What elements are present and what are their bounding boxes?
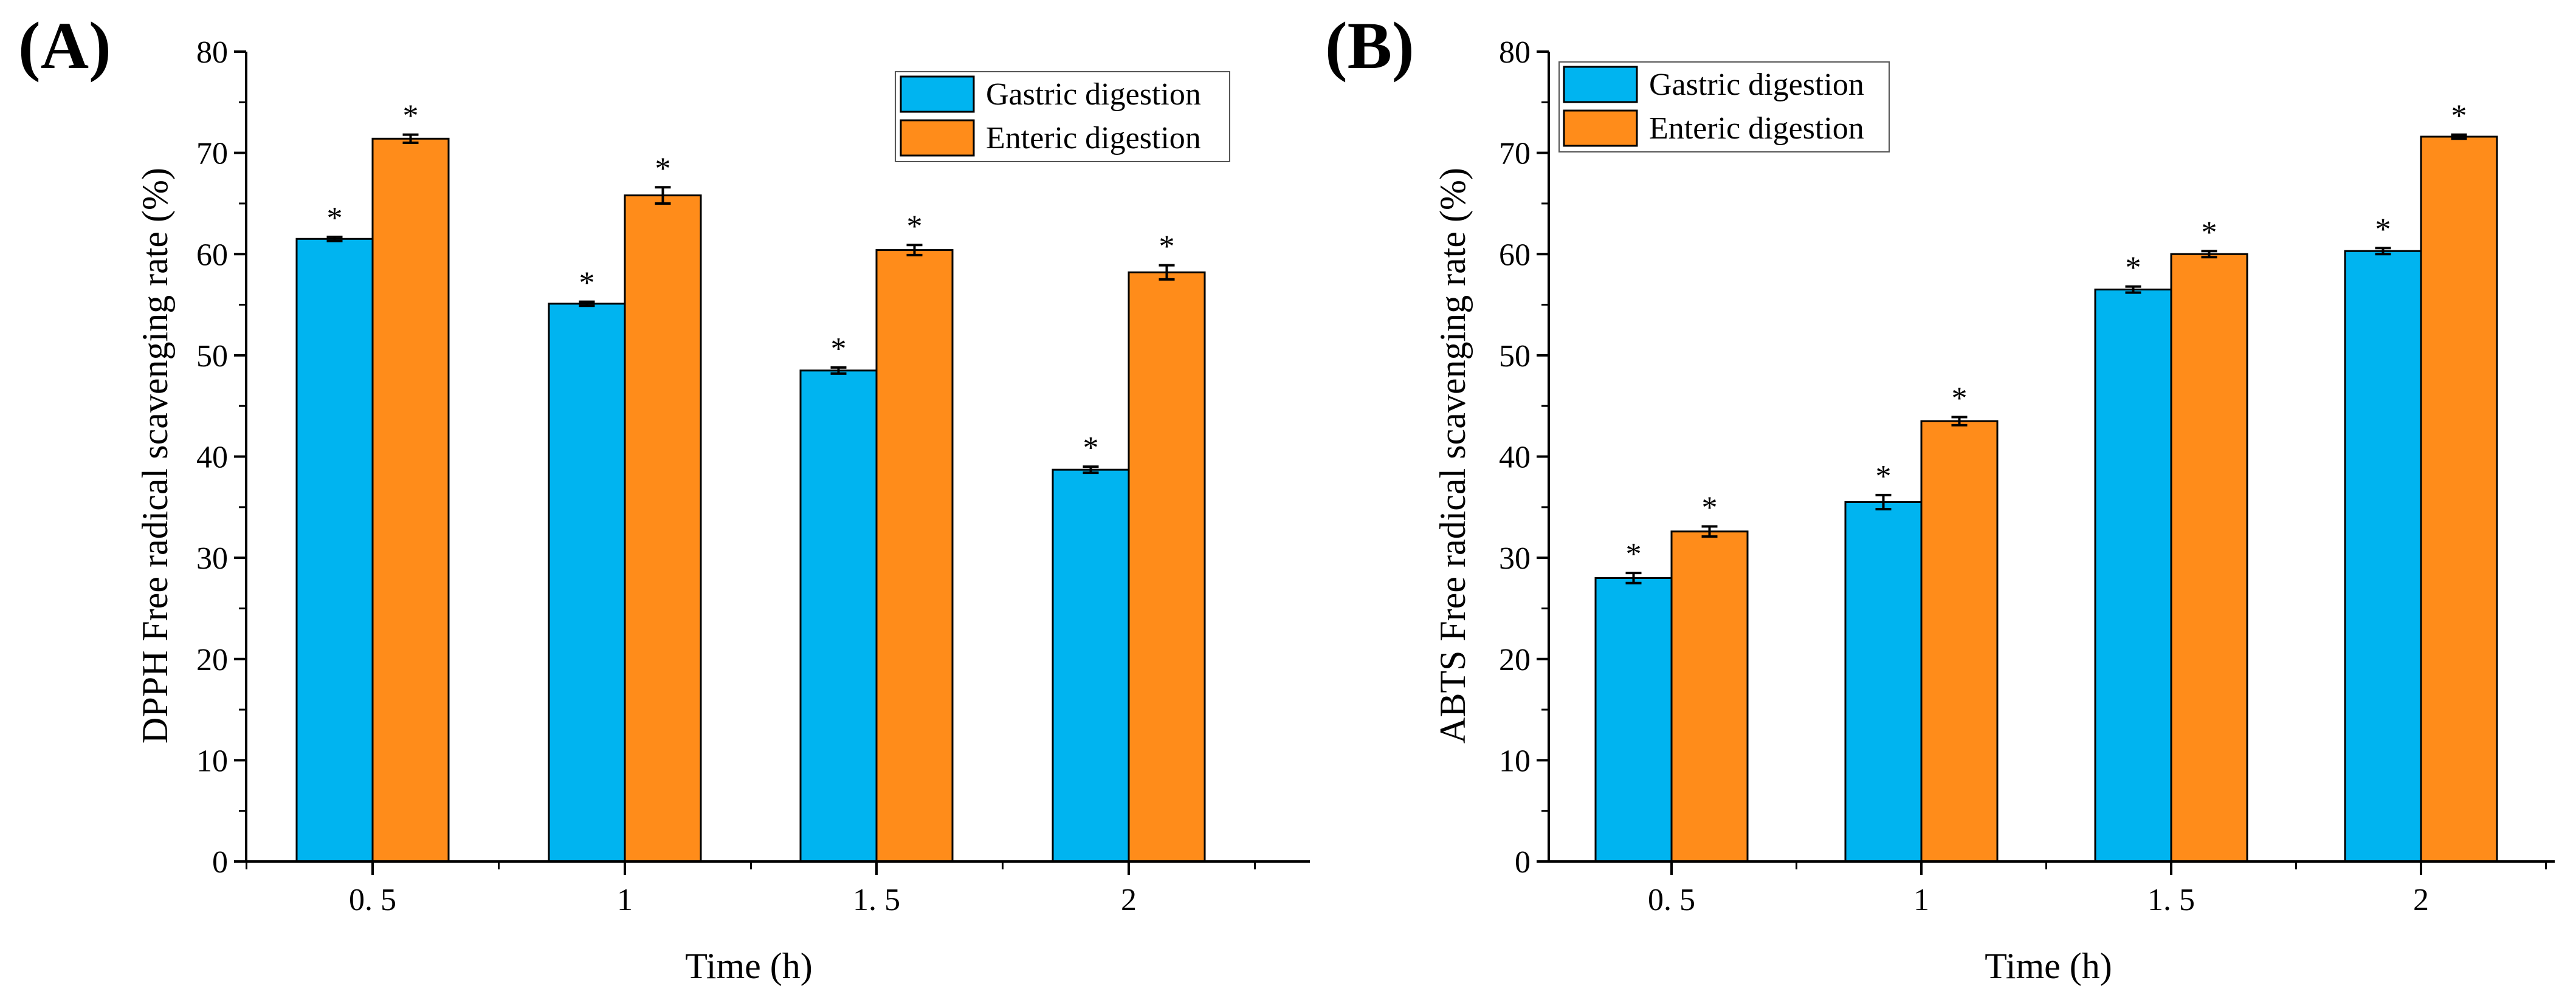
significance-star-0-2-b: * — [2126, 251, 2141, 286]
bar-enteric-0-b — [1670, 530, 1749, 863]
legend-swatch-enteric-b — [1563, 109, 1638, 147]
significance-star-1-0-a: * — [403, 99, 419, 134]
bar-enteric-1-b — [1920, 420, 1999, 863]
y-tick-label-5-b: 50 — [1499, 339, 1531, 374]
panel-label-a: (A) — [18, 9, 111, 83]
error-bar-1-2-b — [2201, 250, 2217, 259]
bar-gastric-3-a — [1052, 468, 1130, 863]
x-tick-label-2-b: 1. 5 — [2147, 883, 2195, 917]
y-tick-label-1-b: 10 — [1499, 744, 1531, 778]
panel-label-b: (B) — [1325, 9, 1414, 83]
error-bar-1-3-a — [1159, 264, 1175, 281]
plot-area-b: * * * * * * * * 0 10 20 30 40 50 60 70 80 0. 5 1 1. 5 2 — [1499, 35, 2555, 917]
error-bar-1-1-b — [1951, 416, 1968, 426]
y-tick-label-1-a: 10 — [196, 744, 228, 778]
bar-enteric-2-a — [875, 249, 954, 863]
y-tick-label-8-a: 80 — [196, 35, 228, 70]
y-axis-title-a: DPPH Free radical scavenging rate (%) — [135, 168, 175, 744]
error-bar-0-2-a — [830, 366, 847, 375]
bar-gastric-1-a — [548, 303, 626, 863]
significance-star-0-0-b: * — [1626, 537, 1642, 572]
y-tick-label-6-a: 60 — [196, 238, 228, 272]
error-bar-1-3-b — [2451, 133, 2467, 140]
significance-star-0-3-a: * — [1083, 431, 1099, 465]
x-axis-title-b: Time (h) — [1985, 946, 2112, 986]
legend-swatch-gastric-b — [1563, 66, 1638, 103]
y-tick-label-2-a: 20 — [196, 643, 228, 677]
bar-enteric-1-a — [624, 194, 702, 863]
y-tick-label-3-a: 30 — [196, 541, 228, 576]
error-bar-0-1-a — [579, 300, 595, 307]
x-tick-label-1-b: 1 — [1913, 883, 1929, 917]
chart-panel-a: (A) DPPH Free radical scavenging rate (%… — [18, 9, 1310, 986]
error-bar-0-1-b — [1875, 493, 1892, 511]
bar-gastric-0-a — [295, 238, 374, 863]
y-tick-label-5-a: 50 — [196, 339, 228, 374]
x-axis-title-a: Time (h) — [685, 946, 812, 986]
error-bar-0-3-a — [1083, 465, 1099, 474]
y-tick-label-0-a: 0 — [212, 845, 228, 880]
legend-label-enteric-b: Enteric digestion — [1649, 111, 1864, 146]
significance-star-1-1-a: * — [655, 151, 671, 186]
significance-star-1-2-a: * — [907, 209, 923, 244]
y-tick-label-6-b: 60 — [1499, 238, 1531, 272]
y-tick-label-8-b: 80 — [1499, 35, 1531, 70]
error-bar-1-1-a — [655, 186, 671, 205]
significance-star-1-1-b: * — [1952, 382, 1968, 416]
y-axis-title-b: ABTS Free radical scavenging rate (%) — [1433, 168, 1473, 744]
x-tick-label-3-b: 2 — [2413, 883, 2429, 917]
significance-star-0-0-a: * — [327, 201, 343, 236]
error-bar-0-0-a — [326, 235, 343, 242]
error-bar-1-0-b — [1701, 525, 1718, 538]
bar-gastric-2-a — [799, 369, 878, 863]
significance-star-1-0-b: * — [1702, 490, 1718, 525]
bar-gastric-0-b — [1594, 577, 1673, 863]
x-tick-label-1-a: 1 — [617, 883, 633, 917]
legend-label-enteric-a: Enteric digestion — [986, 121, 1201, 156]
x-tick-label-2-a: 1. 5 — [853, 883, 900, 917]
y-tick-label-4-a: 40 — [196, 440, 228, 475]
bar-gastric-3-b — [2344, 250, 2422, 863]
y-tick-label-2-b: 20 — [1499, 643, 1531, 677]
significance-star-0-2-a: * — [831, 332, 847, 366]
legend-b: Gastric digestion Enteric digestion — [1558, 61, 1890, 152]
bar-gastric-1-b — [1844, 501, 1923, 863]
y-tick-label-3-b: 30 — [1499, 541, 1531, 576]
legend-label-gastric-b: Gastric digestion — [1649, 67, 1864, 102]
error-bar-1-2-a — [906, 244, 923, 256]
bar-enteric-2-b — [2170, 253, 2248, 863]
y-tick-label-7-b: 70 — [1499, 137, 1531, 171]
error-bar-1-0-a — [402, 133, 419, 144]
bar-enteric-3-a — [1128, 271, 1206, 863]
error-bar-0-0-b — [1625, 572, 1642, 584]
x-tick-label-0-a: 0. 5 — [349, 883, 396, 917]
significance-star-1-3-b: * — [2451, 99, 2467, 134]
significance-star-0-3-b: * — [2375, 212, 2391, 247]
bar-enteric-3-b — [2420, 135, 2498, 863]
legend-swatch-gastric-a — [900, 75, 975, 113]
error-bar-0-2-b — [2125, 285, 2141, 294]
significance-star-0-1-a: * — [579, 266, 595, 301]
legend-label-gastric-a: Gastric digestion — [986, 77, 1201, 112]
x-tick-label-0-b: 0. 5 — [1648, 883, 1695, 917]
significance-star-0-1-b: * — [1876, 459, 1892, 494]
significance-star-1-3-a: * — [1159, 230, 1175, 264]
plot-area-a: * * * * * * * * 0 10 20 30 40 50 60 70 80 0. 5 1 1. 5 2 — [196, 35, 1310, 917]
significance-star-1-2-b: * — [2202, 215, 2217, 250]
chart-panel-b: (B) ABTS Free radical scavenging rate (%… — [1325, 9, 2555, 986]
error-bar-0-3-b — [2375, 247, 2391, 256]
y-tick-label-4-b: 40 — [1499, 440, 1531, 475]
legend-a: Gastric digestion Enteric digestion — [895, 71, 1230, 162]
y-tick-label-0-b: 0 — [1515, 845, 1531, 880]
legend-swatch-enteric-a — [900, 119, 975, 157]
y-tick-label-7-a: 70 — [196, 137, 228, 171]
bar-gastric-2-b — [2094, 289, 2172, 863]
bar-enteric-0-a — [371, 137, 450, 863]
x-tick-label-3-a: 2 — [1121, 883, 1137, 917]
